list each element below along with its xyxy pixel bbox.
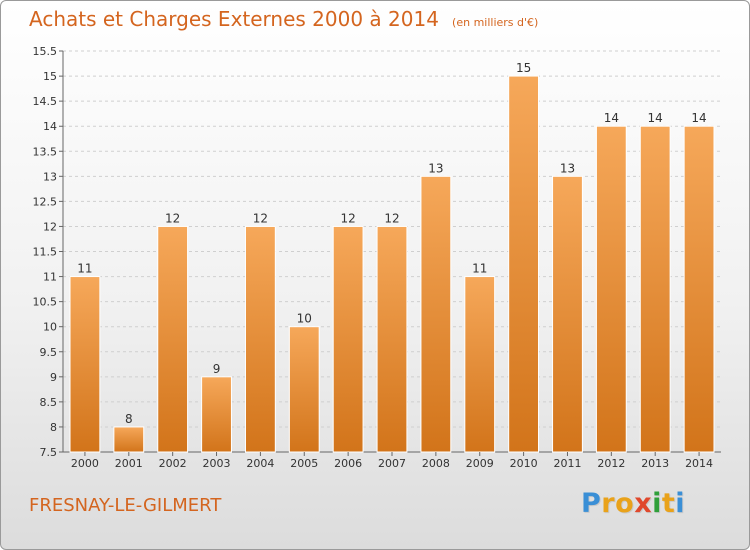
data-label: 14 [648, 111, 663, 125]
x-tick-label: 2004 [246, 457, 274, 470]
y-tick-label: 15.5 [33, 45, 58, 58]
x-tick-label: 2013 [641, 457, 669, 470]
y-tick-label: 9 [50, 371, 57, 384]
data-label: 11 [77, 262, 92, 276]
bar [157, 225, 189, 453]
data-label: 8 [125, 412, 133, 426]
y-tick-label: 7.5 [40, 446, 58, 459]
bar [69, 276, 101, 453]
x-tick-label: 2010 [510, 457, 538, 470]
bar [420, 175, 452, 453]
data-label: 13 [428, 161, 443, 175]
logo-letter: r [601, 488, 616, 519]
data-label: 12 [165, 211, 180, 225]
x-tick-label: 2006 [334, 457, 362, 470]
x-tick-label: 2000 [71, 457, 99, 470]
x-tick-label: 2014 [685, 457, 713, 470]
y-tick-label: 14.5 [33, 95, 58, 108]
x-tick-label: 2009 [466, 457, 494, 470]
y-tick-label: 13.5 [33, 145, 58, 158]
logo-letter: t [661, 488, 676, 519]
data-label: 14 [604, 111, 619, 125]
x-tick-label: 2007 [378, 457, 406, 470]
x-tick-label: 2008 [422, 457, 450, 470]
bar [113, 426, 145, 453]
bar [244, 225, 276, 453]
y-tick-label: 10.5 [33, 296, 58, 309]
commune-name: FRESNAY-LE-GILMERT [29, 495, 222, 516]
y-tick-label: 8.5 [40, 396, 58, 409]
logo-letter: i [652, 488, 662, 519]
data-label: 12 [340, 211, 355, 225]
proxiti-logo: Proxiti [581, 488, 685, 519]
bar [332, 225, 364, 453]
x-tick-label: 2002 [159, 457, 187, 470]
data-label: 15 [516, 61, 531, 75]
y-tick-label: 11.5 [33, 246, 58, 259]
bar [201, 376, 232, 453]
y-tick-label: 10 [43, 321, 57, 334]
y-tick-label: 11 [43, 271, 57, 284]
bar [508, 75, 540, 453]
bar [464, 276, 496, 453]
x-tick-label: 2001 [115, 457, 143, 470]
data-label: 9 [213, 362, 221, 376]
bar [552, 175, 583, 453]
logo-letter: o [615, 488, 635, 519]
logo-letter: x [634, 488, 653, 519]
y-tick-label: 12.5 [33, 195, 58, 208]
bar [595, 125, 627, 453]
bar [376, 225, 408, 453]
x-tick-label: 2003 [203, 457, 231, 470]
logo-letter: P [581, 488, 602, 519]
chart-title: Achats et Charges Externes 2000 à 2014 [29, 7, 439, 31]
data-label: 12 [253, 211, 268, 225]
data-label: 14 [691, 111, 706, 125]
chart-unit: (en milliers d'€) [452, 16, 539, 29]
bar [639, 125, 671, 453]
chart-title-block: Achats et Charges Externes 2000 à 2014 (… [29, 7, 538, 31]
y-tick-label: 14 [43, 120, 57, 133]
y-tick-label: 13 [43, 170, 57, 183]
data-label: 13 [560, 161, 575, 175]
x-tick-label: 2012 [597, 457, 625, 470]
x-tick-label: 2011 [553, 457, 581, 470]
x-tick-label: 2005 [290, 457, 318, 470]
bar [683, 125, 715, 453]
data-label: 11 [472, 262, 487, 276]
y-tick-label: 9.5 [40, 346, 58, 359]
y-tick-label: 8 [50, 421, 57, 434]
data-label: 12 [384, 211, 399, 225]
logo-letter: i [675, 488, 686, 519]
data-label: 10 [297, 312, 312, 326]
bar [288, 326, 320, 453]
y-tick-label: 12 [43, 220, 57, 233]
y-tick-label: 15 [43, 70, 57, 83]
